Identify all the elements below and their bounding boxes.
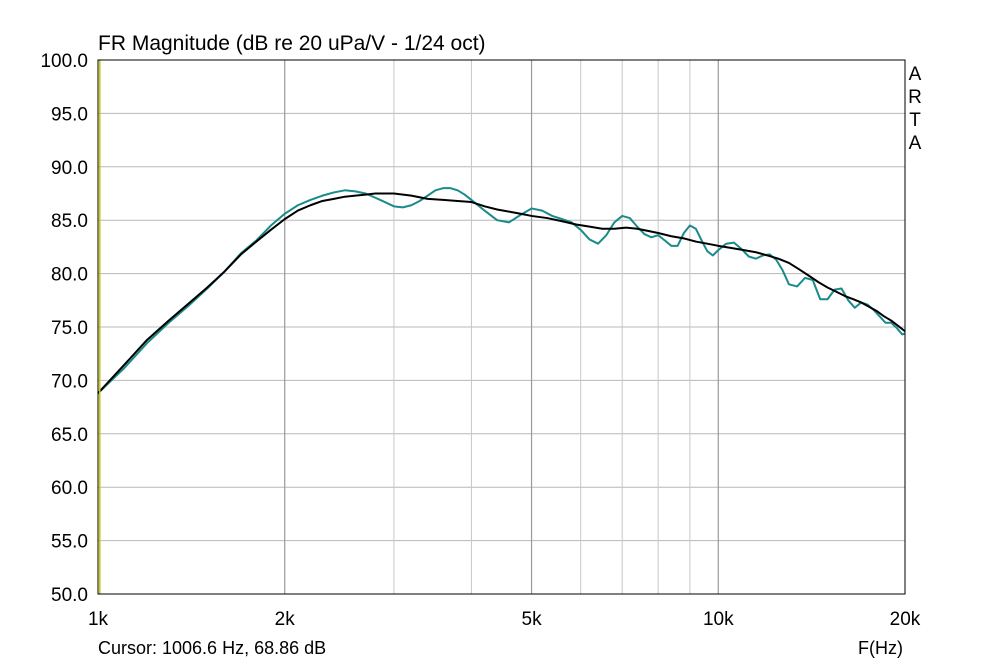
y-tick-label: 60.0: [51, 478, 88, 499]
series-line-1: [97, 187, 906, 394]
chart-title: FR Magnitude (dB re 20 uPa/V - 1/24 oct): [98, 32, 486, 55]
x-axis-tick-labels: 1k 2k 5k 10k 20k: [88, 609, 921, 630]
y-tick-label: 90.0: [51, 158, 88, 179]
y-tick-label: 80.0: [51, 265, 88, 286]
y-tick-label: 55.0: [51, 532, 88, 553]
watermark-letter: R: [908, 87, 922, 108]
y-tick-label: 85.0: [51, 211, 88, 232]
y-tick-label: 100.0: [40, 51, 88, 72]
x-tick-label: 20k: [890, 609, 921, 630]
plot-frame: [97, 59, 906, 595]
y-tick-label: 70.0: [51, 371, 88, 392]
watermark-letter: T: [909, 110, 921, 131]
watermark-letter: A: [909, 64, 922, 85]
cursor-readout: Cursor: 1006.6 Hz, 68.86 dB: [98, 638, 326, 658]
y-axis-tick-labels: 100.0 95.0 90.0 85.0 80.0 75.0 70.0 65.0 60.0 55.…: [40, 51, 88, 606]
y-tick-label: 65.0: [51, 425, 88, 446]
series-group: [97, 187, 906, 394]
x-tick-label: 10k: [703, 609, 734, 630]
x-tick-label: 5k: [522, 609, 543, 630]
series-line-2: [97, 192, 906, 394]
y-tick-label: 95.0: [51, 104, 88, 125]
x-axis-label: F(Hz): [858, 638, 903, 658]
y-tick-label: 50.0: [51, 585, 88, 606]
x-tick-label: 1k: [88, 609, 109, 630]
grid: [98, 59, 905, 595]
y-tick-label: 75.0: [51, 318, 88, 339]
x-tick-label: 2k: [275, 609, 296, 630]
watermark-letter: A: [909, 133, 922, 154]
